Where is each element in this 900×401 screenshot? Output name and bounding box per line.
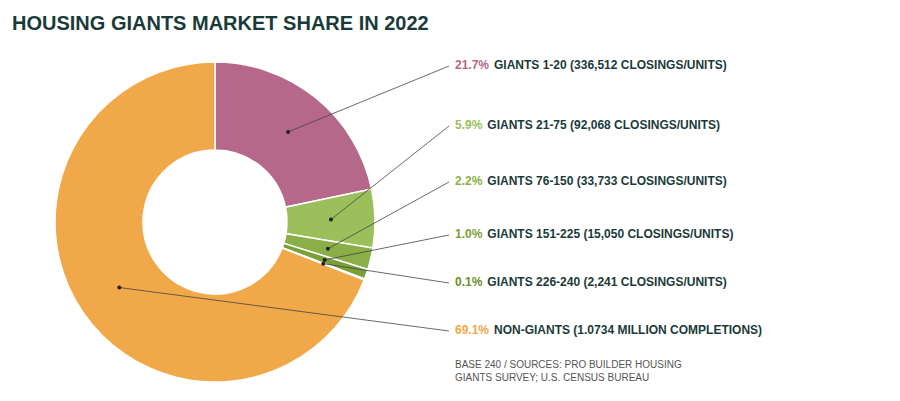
category-label: GIANTS 76-150 (33,733 CLOSINGS/UNITS) <box>487 174 726 188</box>
category-label: GIANTS 151-225 (15,050 CLOSINGS/UNITS) <box>487 227 733 241</box>
donut <box>55 62 375 382</box>
leader-dot <box>323 258 327 262</box>
data-label: 5.9% <box>455 118 483 132</box>
leader-dot <box>329 217 333 221</box>
annotation: BASE 240 / SOURCES: PRO BUILDER HOUSINGG… <box>455 359 682 383</box>
leader-dot <box>286 130 290 134</box>
leader-line <box>325 235 449 260</box>
slice-label: 69.1% NON-GIANTS (1.0734 MILLION COMPLETI… <box>455 323 762 337</box>
background <box>0 0 900 401</box>
chart: HOUSING GIANTS MARKET SHARE IN 2022 21.7%… <box>0 0 900 401</box>
slice-label: 2.2% GIANTS 76-150 (33,733 CLOSINGS/UNITS… <box>455 174 727 188</box>
category-label: GIANTS 1-20 (336,512 CLOSINGS/UNITS) <box>494 58 727 72</box>
title: HOUSING GIANTS MARKET SHARE IN 2022 <box>12 12 429 34</box>
data-label: 2.2% <box>455 174 483 188</box>
category-label: GIANTS 226-240 (2,241 CLOSINGS/UNITS) <box>487 275 726 289</box>
data-label: 0.1% <box>455 275 483 289</box>
leader-line <box>119 288 449 331</box>
leader-line <box>288 66 449 132</box>
leader-dot <box>321 262 325 266</box>
leader-line <box>331 126 449 219</box>
category-label: NON-GIANTS (1.0734 MILLION COMPLETIONS) <box>494 323 762 337</box>
leader-dot <box>117 286 121 290</box>
slice-label: 5.9% GIANTS 21-75 (92,068 CLOSINGS/UNITS) <box>455 118 720 132</box>
labels: 21.7% GIANTS 1-20 (336,512 CLOSINGS/UNITS… <box>117 58 762 337</box>
slice-label: 21.7% GIANTS 1-20 (336,512 CLOSINGS/UNITS… <box>455 58 727 72</box>
slice <box>55 62 364 382</box>
leader-line <box>323 264 449 283</box>
slice-label: 0.1% GIANTS 226-240 (2,241 CLOSINGS/UNITS… <box>455 275 727 289</box>
category-label: GIANTS 21-75 (92,068 CLOSINGS/UNITS) <box>487 118 720 132</box>
slice <box>215 62 372 207</box>
data-label: 1.0% <box>455 227 483 241</box>
data-label: 21.7% <box>455 58 489 72</box>
slice-label: 1.0% GIANTS 151-225 (15,050 CLOSINGS/UNIT… <box>455 227 733 241</box>
data-label: 69.1% <box>455 323 489 337</box>
leader-dot <box>326 247 330 251</box>
